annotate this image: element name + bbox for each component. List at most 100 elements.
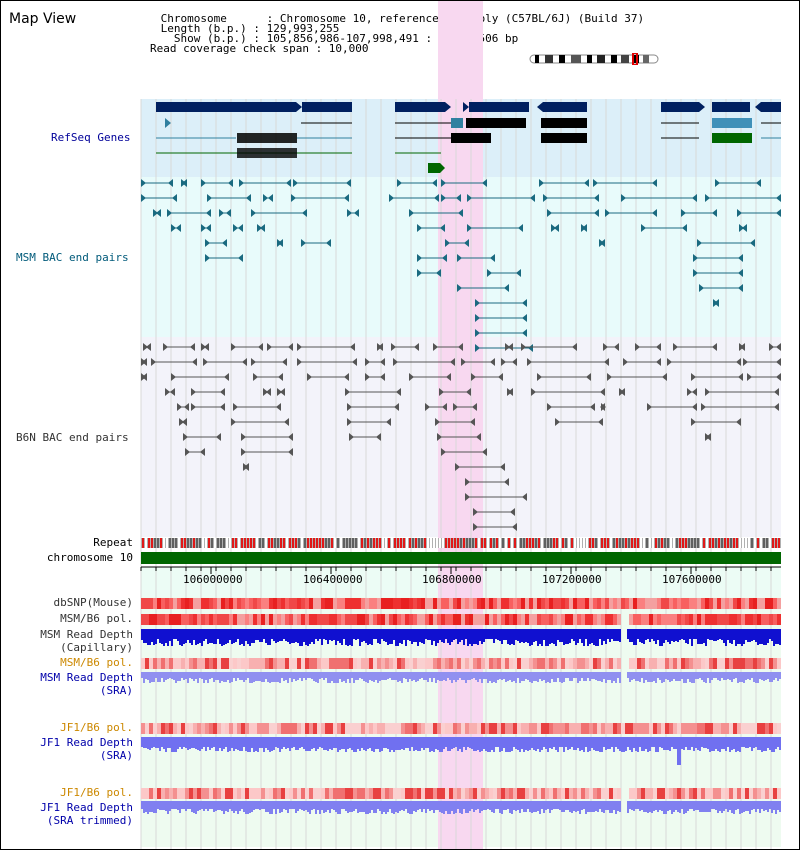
bac-end: [673, 343, 678, 351]
bac-end: [414, 343, 419, 351]
bac-end: [738, 269, 743, 277]
bac-end: [714, 299, 719, 307]
label-refseq-genes: RefSeq Genes: [51, 131, 131, 144]
page-title: Map View: [9, 11, 77, 27]
bac-end: [518, 224, 523, 232]
repeat-track[interactable]: [141, 538, 781, 548]
bac-end: [769, 343, 774, 351]
bac-end: [467, 224, 472, 232]
chromosome-bar[interactable]: [141, 552, 781, 564]
bac-end: [584, 179, 589, 187]
bac-end: [442, 403, 447, 411]
bac-end: [446, 373, 451, 381]
bac-end: [662, 373, 667, 381]
bac-end: [142, 358, 147, 366]
bac-end: [527, 358, 532, 366]
label-capillary: (Capillary): [60, 641, 133, 654]
bac-end: [352, 358, 357, 366]
bac-end: [266, 388, 271, 396]
bac-end: [297, 343, 302, 351]
bac-end: [774, 388, 779, 396]
label-jf1-read-depth-trimmed: JF1 Read Depth: [40, 801, 133, 814]
bac-end: [435, 418, 440, 426]
axis-tick-label: 107200000: [542, 573, 602, 586]
bac-end: [471, 373, 476, 381]
bac-end: [691, 418, 696, 426]
bac-end: [165, 388, 170, 396]
bac-end: [347, 418, 352, 426]
label-b6n-bac-end-pairs: B6N BAC end pairs: [16, 431, 129, 444]
bac-end: [508, 343, 513, 351]
label-sra-1: (SRA): [99, 684, 133, 697]
bac-end: [389, 194, 394, 202]
bac-end: [603, 343, 608, 351]
bac-end: [286, 179, 291, 187]
bac-end: [620, 388, 625, 396]
bac-end: [774, 403, 779, 411]
bac-end: [554, 224, 559, 232]
bac-end: [365, 358, 370, 366]
bac-end: [697, 239, 702, 247]
bac-end: [572, 343, 577, 351]
bac-end: [206, 209, 211, 217]
chromosome-ideogram[interactable]: [529, 53, 661, 65]
label-jf1-read-depth-sra: JF1 Read Depth: [40, 736, 133, 749]
label-dbsnp: dbSNP(Mouse): [53, 596, 133, 609]
bac-end: [736, 418, 741, 426]
bac-end: [465, 493, 470, 501]
bac-end: [455, 463, 460, 471]
bac-end: [522, 329, 527, 337]
bac-end: [177, 403, 182, 411]
b6n-bac-pairs[interactable]: [141, 343, 781, 531]
bac-end: [141, 179, 146, 187]
bac-end: [467, 194, 472, 202]
msm-bac-pairs[interactable]: [141, 179, 781, 352]
bac-end: [647, 403, 652, 411]
bac-end: [475, 299, 480, 307]
polymorphism-heat-tracks[interactable]: [141, 598, 781, 814]
bac-end: [185, 448, 190, 456]
bac-end: [692, 194, 697, 202]
bac-end: [473, 523, 478, 531]
bac-end: [712, 209, 717, 217]
bac-end: [600, 403, 605, 411]
bac-end: [715, 179, 720, 187]
label-msm-b6-pol-2: MSM/B6 pol.: [60, 656, 133, 669]
bac-end: [301, 239, 306, 247]
bac-end: [738, 284, 743, 292]
bac-end: [500, 463, 505, 471]
bac-end: [547, 209, 552, 217]
bac-end: [656, 343, 661, 351]
bac-end: [207, 194, 212, 202]
axis-tick-label: 106800000: [422, 573, 482, 586]
bac-end: [239, 179, 244, 187]
bac-end: [263, 388, 268, 396]
bac-end: [432, 179, 437, 187]
highlight-region: [438, 1, 483, 849]
axis-tick-label: 106400000: [303, 573, 363, 586]
bac-end: [365, 373, 370, 381]
bac-end: [600, 239, 605, 247]
bac-end: [736, 358, 741, 366]
bac-end: [171, 224, 176, 232]
bac-end: [440, 224, 445, 232]
refseq-gene-features[interactable]: [156, 102, 781, 173]
bac-end: [692, 403, 697, 411]
bac-end: [433, 343, 438, 351]
bac-end: [226, 209, 231, 217]
bac-end: [706, 433, 711, 441]
bac-end: [263, 194, 268, 202]
bac-end: [458, 343, 463, 351]
bac-end: [393, 358, 398, 366]
bac-end: [182, 418, 187, 426]
bac-end: [206, 224, 211, 232]
label-msm-bac-end-pairs: MSM BAC end pairs: [16, 251, 129, 264]
bac-end: [776, 373, 781, 381]
header-coverage-span: Read coverage check span : 10,000: [150, 42, 369, 55]
bac-end: [475, 314, 480, 322]
bac-end: [437, 433, 442, 441]
bac-end: [224, 373, 229, 381]
bac-end: [345, 388, 350, 396]
bac-end: [487, 269, 492, 277]
